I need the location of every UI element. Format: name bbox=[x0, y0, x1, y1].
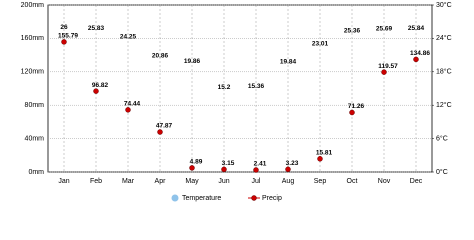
precip-label: 3.15 bbox=[222, 160, 235, 167]
legend-swatch bbox=[251, 195, 257, 201]
x-tick-label: Jun bbox=[218, 178, 229, 185]
y-tick-label: 200mm bbox=[21, 2, 45, 9]
temperature-label: 25.69 bbox=[376, 26, 393, 33]
chart: 0mm 40mm 80mm 120mm 160mm 200mm 0°C 6°C 12°C 18°C… bbox=[21, 1, 452, 202]
precip-label: 47.87 bbox=[156, 123, 173, 130]
x-tick-label: Apr bbox=[155, 178, 167, 185]
precip-label: 119.57 bbox=[378, 63, 398, 70]
legend-label: Precip bbox=[262, 195, 282, 202]
temperature-label: 25.84 bbox=[408, 25, 425, 32]
x-tick-label: Aug bbox=[282, 178, 295, 185]
precip-point bbox=[221, 166, 227, 173]
precip-label: 74.44 bbox=[124, 101, 141, 108]
y-tick-label: 80mm bbox=[25, 102, 45, 109]
x-tick-label: Dec bbox=[410, 178, 423, 185]
y2-tick-label: 6°C bbox=[436, 134, 448, 142]
legend-swatch bbox=[171, 194, 179, 202]
temperature-label: 26 bbox=[60, 24, 68, 31]
precip-point bbox=[317, 156, 323, 162]
y-tick-label: 160mm bbox=[21, 35, 45, 42]
legend-label: Temperature bbox=[182, 195, 221, 202]
precip-label: 155.79 bbox=[58, 33, 78, 40]
x-tick-label: Mar bbox=[122, 178, 135, 185]
x-tick-label: Jul bbox=[252, 178, 261, 185]
precip-label: 71.26 bbox=[348, 103, 365, 110]
precip-point bbox=[93, 88, 99, 94]
y-tick-label: 120mm bbox=[21, 69, 45, 76]
x-tick-label: Jan bbox=[58, 178, 69, 185]
precip-label: 96.82 bbox=[92, 82, 109, 89]
temperature-label: 25.36 bbox=[344, 28, 361, 35]
precip-point bbox=[189, 165, 195, 171]
y2-tick-label: 0°C bbox=[436, 168, 448, 176]
y2-tick-label: 24°C bbox=[436, 34, 452, 42]
precip-point bbox=[285, 166, 291, 173]
precip-point bbox=[381, 69, 387, 75]
y2-tick-label: 12°C bbox=[436, 101, 452, 109]
temperature-label: 20.86 bbox=[152, 53, 169, 60]
temperature-label: 24.25 bbox=[120, 34, 137, 41]
x-tick-label: Oct bbox=[347, 178, 358, 185]
x-tick-label: Sep bbox=[314, 178, 327, 185]
precip-point bbox=[349, 109, 355, 116]
x-tick-label: Nov bbox=[378, 178, 391, 185]
precip-point bbox=[125, 107, 131, 113]
temperature-label: 19.84 bbox=[280, 58, 297, 65]
y2-tick-label: 30°C bbox=[436, 1, 452, 9]
precip-point bbox=[413, 56, 419, 63]
temperature-label: 15.36 bbox=[248, 83, 265, 90]
precip-label: 2.41 bbox=[254, 161, 267, 168]
y2-tick-label: 18°C bbox=[436, 68, 452, 76]
precip-label: 15.81 bbox=[316, 150, 333, 157]
x-tick-label: May bbox=[185, 178, 199, 185]
y-tick-label: 40mm bbox=[25, 135, 45, 142]
precip-label: 4.89 bbox=[190, 159, 203, 166]
precip-point bbox=[61, 39, 67, 45]
temperature-label: 23.01 bbox=[312, 41, 329, 48]
precip-label: 3.23 bbox=[286, 160, 299, 167]
precip-label: 134.86 bbox=[410, 50, 430, 57]
temperature-label: 25.83 bbox=[88, 25, 105, 32]
x-tick-label: Feb bbox=[90, 178, 102, 185]
precip-point bbox=[157, 129, 163, 135]
y-tick-label: 0mm bbox=[28, 169, 44, 176]
temperature-label: 19.86 bbox=[184, 58, 201, 65]
precip-point bbox=[253, 167, 259, 173]
temperature-label: 15.2 bbox=[218, 84, 231, 91]
